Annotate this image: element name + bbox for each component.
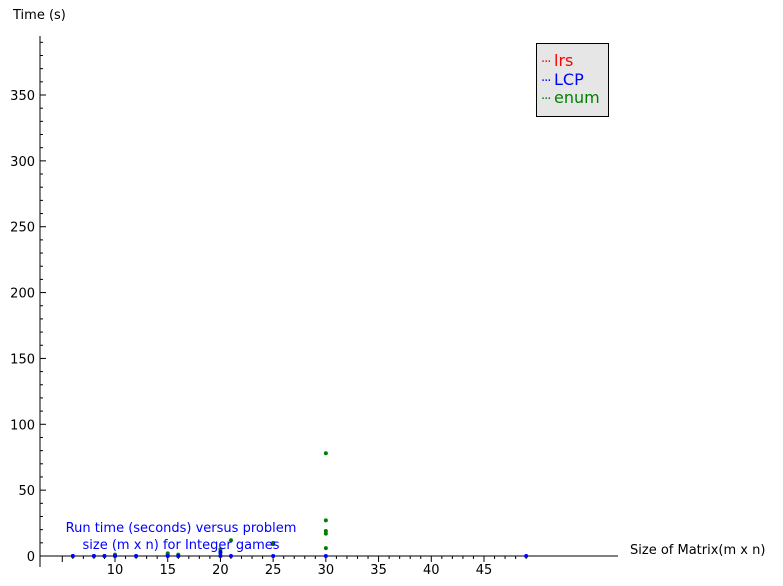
y-tick-label: 350 <box>10 89 35 104</box>
x-tick-label: 15 <box>159 563 176 578</box>
data-point-enum <box>323 518 328 523</box>
data-point-lcp <box>271 554 276 558</box>
data-point-lcp <box>524 554 529 558</box>
y-tick-label: 100 <box>10 418 35 433</box>
y-tick-label: 300 <box>10 155 35 170</box>
legend-marker-icon: ··· <box>541 55 551 70</box>
y-tick-label: 250 <box>10 221 35 236</box>
y-axis-label: Time (s) <box>13 8 66 23</box>
legend-marker-icon: ··· <box>541 74 551 89</box>
data-point-lcp <box>113 554 117 558</box>
data-point-enum <box>228 538 233 543</box>
y-tick-label: 50 <box>18 484 35 499</box>
x-axis-label: Size of Matrix(m x n) <box>630 543 766 558</box>
legend-marker-icon: ··· <box>541 92 551 107</box>
data-point-enum <box>323 546 328 551</box>
data-point-enum <box>323 528 328 533</box>
data-point-lcp <box>218 554 223 558</box>
legend: ··· lrs ··· LCP ··· enum <box>536 43 609 117</box>
x-tick-label: 10 <box>107 563 124 578</box>
legend-label: enum <box>554 88 600 107</box>
x-tick-label: 20 <box>212 563 229 578</box>
data-point-enum <box>271 540 276 545</box>
data-point-lcp <box>70 554 75 558</box>
data-point-lcp <box>323 554 328 558</box>
x-tick-label: 35 <box>370 563 387 578</box>
x-tick-label: 45 <box>476 563 493 578</box>
chart-annotation: Run time (seconds) versus problem size (… <box>65 521 297 553</box>
legend-item-lcp: ··· LCP <box>541 70 584 90</box>
legend-label: lrs <box>554 51 574 70</box>
data-point-lcp <box>134 554 139 558</box>
data-point-lcp <box>228 554 233 558</box>
data-point-lcp <box>91 554 96 558</box>
x-tick-label: 30 <box>318 563 335 578</box>
x-tick-label: 25 <box>265 563 282 578</box>
data-point-lcp <box>102 554 107 558</box>
legend-item-enum: ··· enum <box>541 88 600 108</box>
data-point-lcp <box>165 554 170 558</box>
x-tick-label: 40 <box>423 563 440 578</box>
y-tick-label: 0 <box>27 550 35 565</box>
data-point-enum <box>323 451 328 456</box>
y-tick-label: 200 <box>10 287 35 302</box>
legend-label: LCP <box>554 70 584 89</box>
data-point-lcp <box>218 550 223 555</box>
legend-item-lrs: ··· lrs <box>541 51 574 71</box>
y-tick-label: 150 <box>10 352 35 367</box>
data-point-lcp <box>176 554 181 558</box>
